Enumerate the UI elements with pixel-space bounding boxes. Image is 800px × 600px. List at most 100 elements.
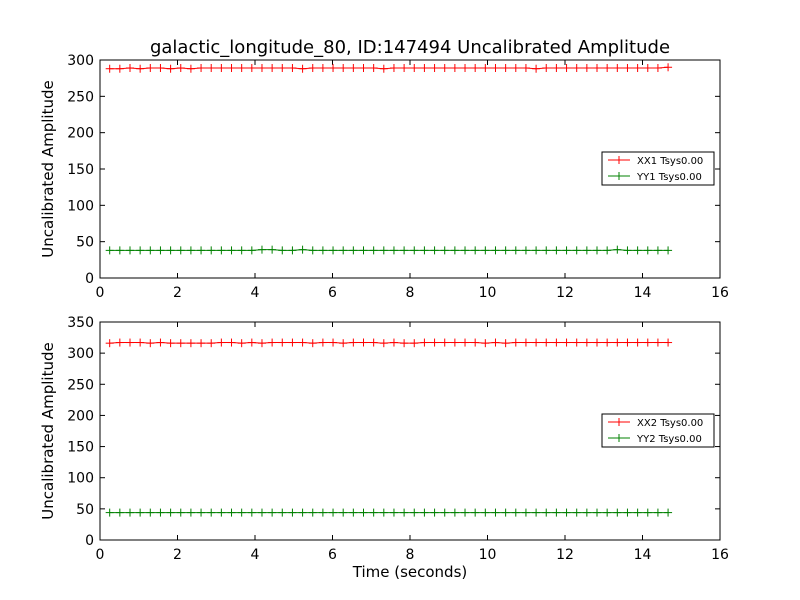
data-point [298, 245, 307, 254]
plots: 0 2 4 6 8 10 12 14 16050100150200250300Uncalibra… [39, 53, 729, 581]
data-point [572, 63, 581, 72]
data-point [329, 338, 338, 347]
y-tick-label: 300 [67, 53, 94, 69]
series-yy1 [105, 245, 673, 255]
data-point [481, 508, 490, 517]
data-point [308, 63, 317, 72]
data-point [379, 64, 388, 73]
y-axis-label: Uncalibrated Amplitude [39, 342, 57, 519]
y-tick-label: 100 [67, 471, 94, 487]
data-point [105, 339, 114, 348]
x-tick-label: 10 [479, 547, 497, 563]
data-point [278, 338, 287, 347]
data-point [461, 246, 470, 255]
data-point [125, 508, 134, 517]
data-point [633, 508, 642, 517]
data-point [369, 63, 378, 72]
data-point [562, 63, 571, 72]
y-tick-label: 150 [67, 162, 94, 178]
legend-label: YY1 Tsys0.00 [636, 172, 702, 183]
y-tick-label: 150 [67, 440, 94, 456]
data-point [582, 63, 591, 72]
y-tick-label: 300 [67, 346, 94, 362]
data-point [410, 63, 419, 72]
data-point [430, 508, 439, 517]
data-point [379, 339, 388, 348]
series-yy2 [105, 508, 673, 517]
data-point [329, 63, 338, 72]
data-point [359, 63, 368, 72]
data-point [217, 246, 226, 255]
data-point [197, 339, 206, 348]
data-point [247, 508, 256, 517]
data-point [389, 508, 398, 517]
data-point [237, 508, 246, 517]
data-point [349, 63, 358, 72]
data-point [603, 63, 612, 72]
data-point [552, 63, 561, 72]
data-point [582, 338, 591, 347]
data-point [653, 508, 662, 517]
data-point [176, 339, 185, 348]
data-point [420, 338, 429, 347]
data-point [329, 508, 338, 517]
data-point [633, 246, 642, 255]
data-point [217, 338, 226, 347]
data-point [247, 246, 256, 255]
data-point [653, 246, 662, 255]
data-point [410, 246, 419, 255]
data-point [400, 508, 409, 517]
data-point [136, 64, 145, 73]
series-xx1 [105, 63, 673, 73]
data-point [257, 339, 266, 348]
legend-label: XX2 Tsys0.00 [637, 418, 703, 429]
data-point [491, 508, 500, 517]
data-point [156, 338, 165, 347]
data-point [197, 246, 206, 255]
data-point [400, 63, 409, 72]
data-point [532, 64, 541, 73]
data-point [217, 63, 226, 72]
data-point [339, 246, 348, 255]
data-point [136, 338, 145, 347]
data-point [227, 63, 236, 72]
data-point [562, 508, 571, 517]
data-point [359, 508, 368, 517]
data-point [207, 339, 216, 348]
data-point [593, 508, 602, 517]
data-point [359, 338, 368, 347]
x-tick-label: 8 [406, 285, 415, 301]
data-point [247, 338, 256, 347]
subplot-1: 0 2 4 6 8 10 12 14 16 0 50 100 150 200 250 300 Uncalibra… [39, 53, 729, 301]
data-point [542, 508, 551, 517]
data-point [227, 246, 236, 255]
data-point [603, 246, 612, 255]
data-point [664, 246, 673, 255]
x-tick-label: 10 [479, 285, 497, 301]
data-point [176, 508, 185, 517]
data-point [115, 64, 124, 73]
y-tick-label: 250 [67, 89, 94, 105]
x-tick-label: 2 [173, 285, 182, 301]
data-point [440, 63, 449, 72]
data-point [105, 508, 114, 517]
data-point [623, 338, 632, 347]
data-point [207, 508, 216, 517]
data-point [521, 63, 530, 72]
data-point [217, 508, 226, 517]
data-point [115, 338, 124, 347]
data-point [633, 338, 642, 347]
data-point [349, 338, 358, 347]
data-point [562, 338, 571, 347]
y-tick-label: 0 [85, 533, 94, 549]
x-tick-label: 6 [328, 285, 337, 301]
data-point [420, 63, 429, 72]
data-point [308, 339, 317, 348]
legend-entry: YY1 Tsys0.00 [608, 172, 702, 183]
series-xx2 [105, 338, 673, 348]
data-point [156, 508, 165, 517]
data-point [643, 508, 652, 517]
data-point [288, 508, 297, 517]
data-point [593, 63, 602, 72]
